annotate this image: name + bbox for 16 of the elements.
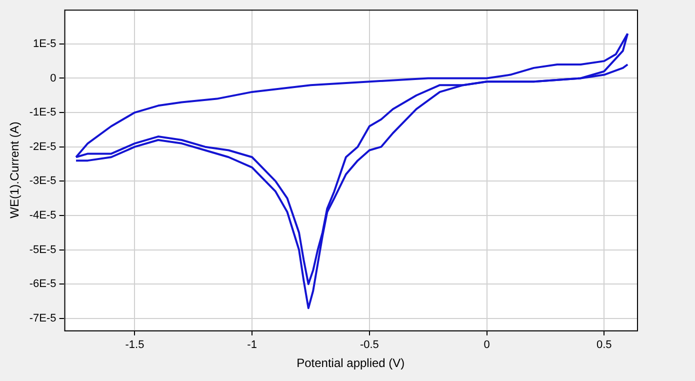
x-axis-title: Potential applied (V): [296, 356, 405, 370]
x-tick-label: -1: [247, 339, 257, 352]
y-tick-label: -5E-5: [29, 244, 56, 256]
x-tick-label: 0: [484, 339, 490, 352]
y-tick-label: -3E-5: [29, 175, 56, 188]
x-tick-label: 0.5: [596, 339, 612, 352]
y-axis-title: WE(1).Current (A): [8, 122, 22, 218]
y-tick-label: 1E-5: [33, 38, 56, 50]
y-tick-label: -4E-5: [29, 209, 56, 222]
y-tick-label: -1E-5: [29, 106, 56, 119]
x-tick-label: -1.5: [125, 339, 144, 352]
y-tick-label: -7E-5: [29, 312, 56, 324]
y-tick-label: 0: [50, 72, 56, 84]
y-tick-label: -2E-5: [29, 140, 56, 153]
y-tick-label: -6E-5: [29, 278, 56, 290]
x-tick-label: -0.5: [360, 339, 379, 352]
